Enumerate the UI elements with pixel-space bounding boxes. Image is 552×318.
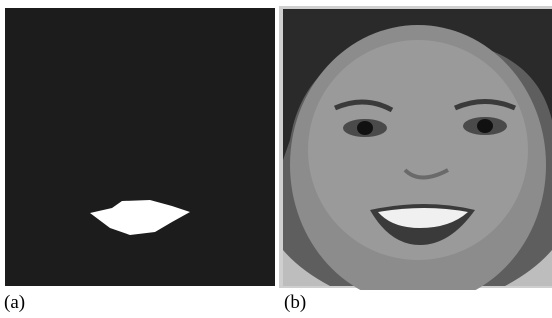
mask-image: [5, 8, 275, 286]
figure-images: [0, 0, 552, 290]
panel-label: (b): [284, 292, 306, 314]
panel-label: (a): [4, 292, 25, 314]
figure: (a) (b): [0, 0, 552, 318]
face-image: [279, 6, 552, 290]
